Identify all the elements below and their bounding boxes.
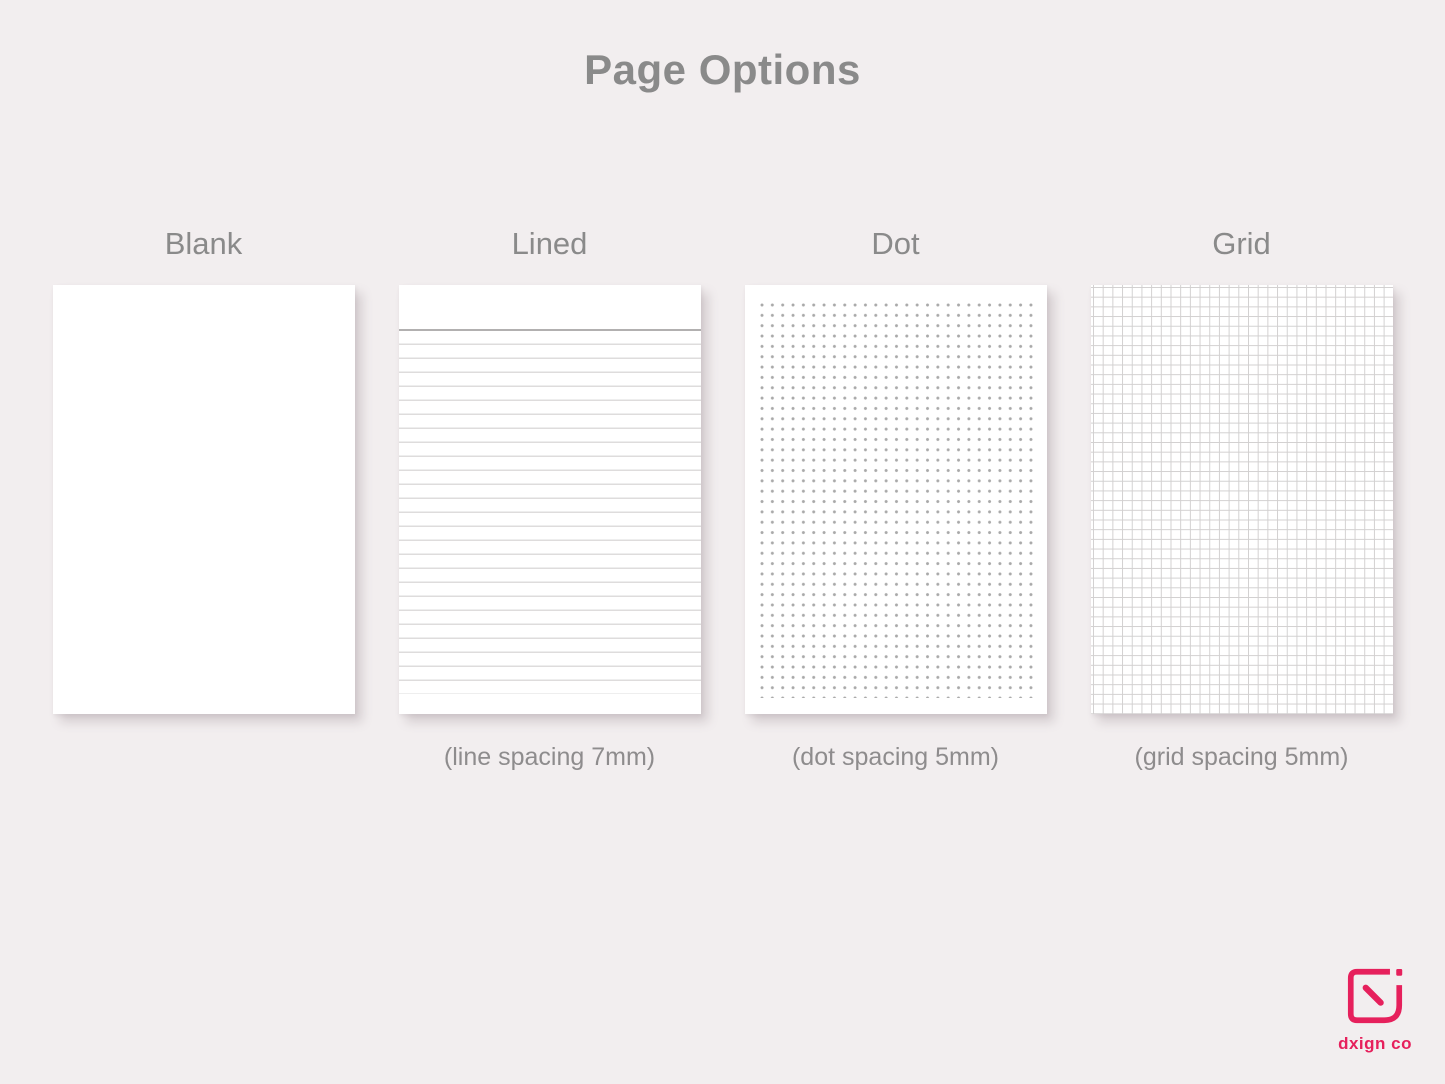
brand-logo: dxign co (1338, 963, 1412, 1054)
option-label-blank: Blank (164, 226, 243, 261)
logo-pen-stroke (1362, 984, 1384, 1006)
dot-grid-pattern (759, 303, 1033, 698)
page-option-grid: Grid (grid spacing 5mm) (1090, 226, 1393, 772)
option-label-dot: Dot (871, 226, 920, 261)
page-title: Page Options (584, 46, 861, 93)
option-caption-grid: (grid spacing 5mm) (1134, 743, 1349, 771)
brand-name: dxign co (1338, 1034, 1412, 1053)
option-caption-dot: (dot spacing 5mm) (791, 743, 1000, 771)
option-caption-lined: (line spacing 7mm) (443, 743, 656, 771)
paper-sample-grid (1090, 285, 1393, 714)
logo-dot (1396, 968, 1403, 976)
options-row: Blank Lined (line spacing 7mm) Dot (dot … (0, 226, 1445, 772)
paper-sample-dot (744, 285, 1047, 714)
lined-ruling-pattern (398, 329, 701, 694)
paper-sample-blank (52, 285, 355, 714)
page-option-blank: Blank (52, 226, 355, 772)
dxign-logo-icon (1347, 968, 1403, 1024)
paper-sample-lined (398, 285, 701, 714)
page-option-lined: Lined (line spacing 7mm) (398, 226, 701, 772)
square-grid-pattern (1090, 285, 1393, 714)
page-option-dot: Dot (dot spacing 5mm) (744, 226, 1047, 772)
option-label-lined: Lined (511, 226, 588, 261)
option-label-grid: Grid (1212, 226, 1271, 261)
